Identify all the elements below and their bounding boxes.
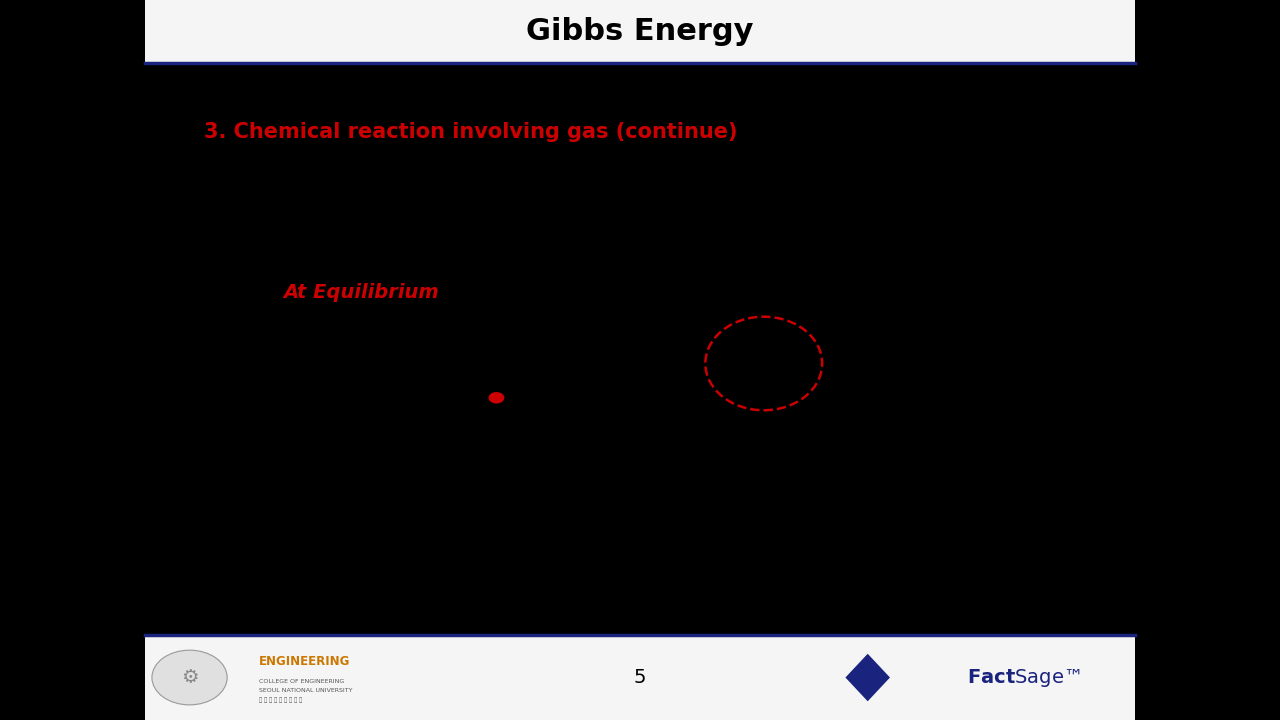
FancyBboxPatch shape: [145, 0, 1135, 63]
Text: At Equilibrium: At Equilibrium: [284, 282, 439, 302]
FancyBboxPatch shape: [145, 635, 1135, 720]
Text: $K_{eq}$: Equilibrium constant: $K_{eq}$: Equilibrium constant: [412, 519, 710, 551]
Text: 5: 5: [634, 668, 646, 687]
Text: Gibbs Energy: Gibbs Energy: [526, 17, 754, 46]
Text: SEOUL NATIONAL UNIVERSITY: SEOUL NATIONAL UNIVERSITY: [259, 688, 352, 693]
Circle shape: [152, 650, 227, 705]
Text: ENGINEERING: ENGINEERING: [259, 655, 351, 668]
Text: $\mathbf{Fact}$$\mathrm{Sage}$™: $\mathbf{Fact}$$\mathrm{Sage}$™: [966, 667, 1080, 688]
Text: In general, for aA + bB(g) = cC + dD(g): In general, for aA + bB(g) = cC + dD(g): [442, 200, 911, 224]
Polygon shape: [845, 654, 890, 701]
Text: COLLEGE OF ENGINEERING: COLLEGE OF ENGINEERING: [259, 679, 344, 683]
Text: $\Delta G^o_{rxn}$ $=$ $-RT$ ln $K_{eq}$: $\Delta G^o_{rxn}$ $=$ $-RT$ ln $K_{eq}$: [472, 441, 730, 474]
Text: ⚙: ⚙: [180, 668, 198, 687]
Text: $\Delta G^o_{rxn} = -RT\,\ln\!\left(\dfrac{P_D^{\,d}}{P_B^{\,b}}\right)$: $\Delta G^o_{rxn} = -RT\,\ln\!\left(\dfr…: [472, 315, 814, 412]
Text: 3. Chemical reaction involving gas (continue): 3. Chemical reaction involving gas (cont…: [205, 122, 737, 142]
Text: 서 울 대 학 교 공 과 대 학: 서 울 대 학 교 공 과 대 학: [259, 697, 302, 703]
Circle shape: [489, 392, 504, 403]
